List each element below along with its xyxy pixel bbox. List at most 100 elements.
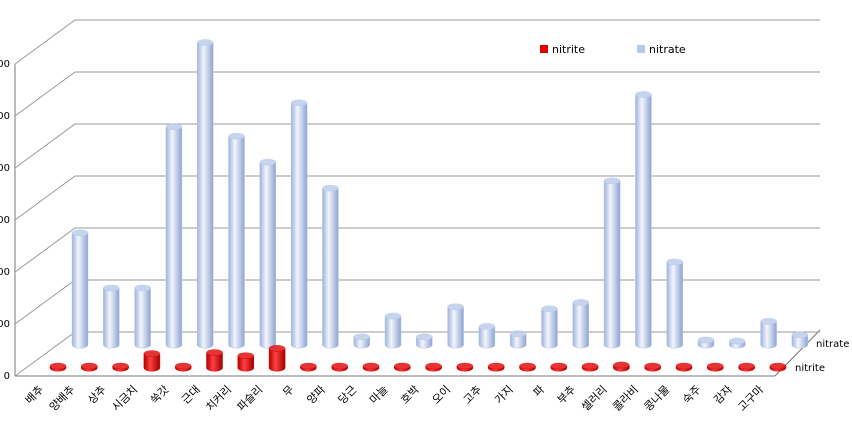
x-tick-label: 시금치 (109, 383, 140, 414)
x-tick-label: 파 (531, 383, 547, 399)
grid-line (14, 227, 820, 273)
bar-top (613, 361, 630, 369)
x-tick-label: 오이 (430, 383, 454, 407)
bar (165, 126, 183, 349)
bar (572, 302, 590, 349)
bar-top (604, 177, 621, 184)
y-tick-label: 2500 (0, 111, 10, 122)
x-tick-label: 감자 (711, 383, 735, 407)
x-tick-label: 배추 (23, 383, 47, 407)
grid-line (14, 19, 820, 65)
x-tick-label: 숙주 (680, 383, 704, 407)
bar (478, 326, 496, 349)
bar-top (572, 299, 589, 306)
bar (666, 261, 683, 349)
bar-top (666, 258, 683, 265)
bar-top (269, 345, 286, 352)
y-tick-label: 1500 (0, 215, 10, 226)
bar-top (165, 123, 182, 130)
bar-top (237, 352, 254, 359)
bar-top (206, 349, 223, 356)
bar-top (50, 362, 66, 370)
bar-top (385, 312, 401, 320)
bar-top (175, 362, 192, 370)
bar-top (769, 362, 786, 370)
bar-top (331, 362, 348, 370)
bar-top (228, 132, 245, 140)
bar (228, 135, 245, 349)
bar (322, 187, 339, 349)
bar-top (791, 331, 808, 338)
bar-top (488, 362, 505, 370)
bar-top (635, 91, 652, 98)
bar-top (259, 158, 276, 166)
y-tick-label: 3000 (0, 59, 10, 70)
bar-top (760, 317, 777, 325)
x-tick-label: 마늘 (367, 383, 391, 407)
y-tick-label: 0 (4, 371, 10, 382)
grid-line (14, 123, 820, 169)
bar-top (143, 350, 160, 357)
bar-top (582, 362, 599, 370)
bar (196, 42, 214, 349)
x-tick-label: 근대 (179, 383, 203, 407)
legend-label: nitrite (552, 43, 585, 56)
bar-top (644, 362, 661, 370)
grid-line (14, 175, 820, 221)
bar (259, 161, 277, 349)
x-tick-label: 양배추 (47, 383, 78, 414)
bar-top (363, 362, 379, 370)
legend-swatch (637, 45, 645, 53)
x-tick-label: 부추 (555, 383, 579, 407)
x-tick-label: 셀러리 (579, 383, 610, 414)
bar-top (447, 303, 464, 310)
bar (268, 348, 286, 372)
bar-top (519, 362, 536, 370)
y-tick-label: 500 (0, 319, 10, 330)
bar-top (112, 362, 129, 370)
bar (447, 306, 464, 349)
x-tick-label: 쑥갓 (148, 383, 172, 407)
x-tick-label: 상추 (85, 383, 109, 407)
bar (103, 287, 120, 349)
bar-top (291, 99, 308, 106)
bar (384, 315, 402, 349)
bar (541, 308, 558, 349)
bar (760, 321, 777, 349)
x-tick-label: 양파 (304, 383, 328, 407)
bar-top (738, 362, 755, 370)
depth-label: nitrite (795, 363, 825, 374)
legend-swatch (540, 45, 548, 53)
bar-top (541, 305, 558, 312)
bar-top (729, 337, 746, 345)
x-tick-label: 고구마 (735, 383, 766, 414)
y-tick-label: 1000 (0, 267, 10, 278)
bar (71, 232, 89, 349)
x-tick-label: 파슬리 (235, 383, 266, 414)
bar-top (416, 333, 433, 340)
bar-top (81, 362, 98, 370)
bar-top (707, 362, 724, 370)
bar (603, 180, 621, 349)
bar-top (72, 229, 88, 236)
bar-top (698, 336, 714, 343)
bar-top (197, 39, 214, 46)
grid-line (14, 71, 820, 117)
bar-top (300, 362, 317, 370)
bar (134, 287, 151, 349)
bar-top (394, 362, 411, 370)
bar-top (676, 362, 692, 370)
bar-top (510, 330, 527, 337)
x-tick-label: 호박 (398, 383, 422, 407)
bar-top (478, 323, 495, 330)
x-tick-label: 가지 (492, 383, 516, 407)
bar (635, 94, 652, 349)
depth-label: nitrate (816, 339, 849, 350)
x-tick-label: 당근 (336, 383, 360, 407)
x-tick-label: 콜라비 (610, 383, 641, 414)
bar-top (134, 284, 151, 291)
x-tick-label: 치커리 (203, 383, 234, 414)
x-tick-label: 고추 (461, 383, 485, 407)
x-tick-label: 콩나물 (642, 383, 673, 414)
